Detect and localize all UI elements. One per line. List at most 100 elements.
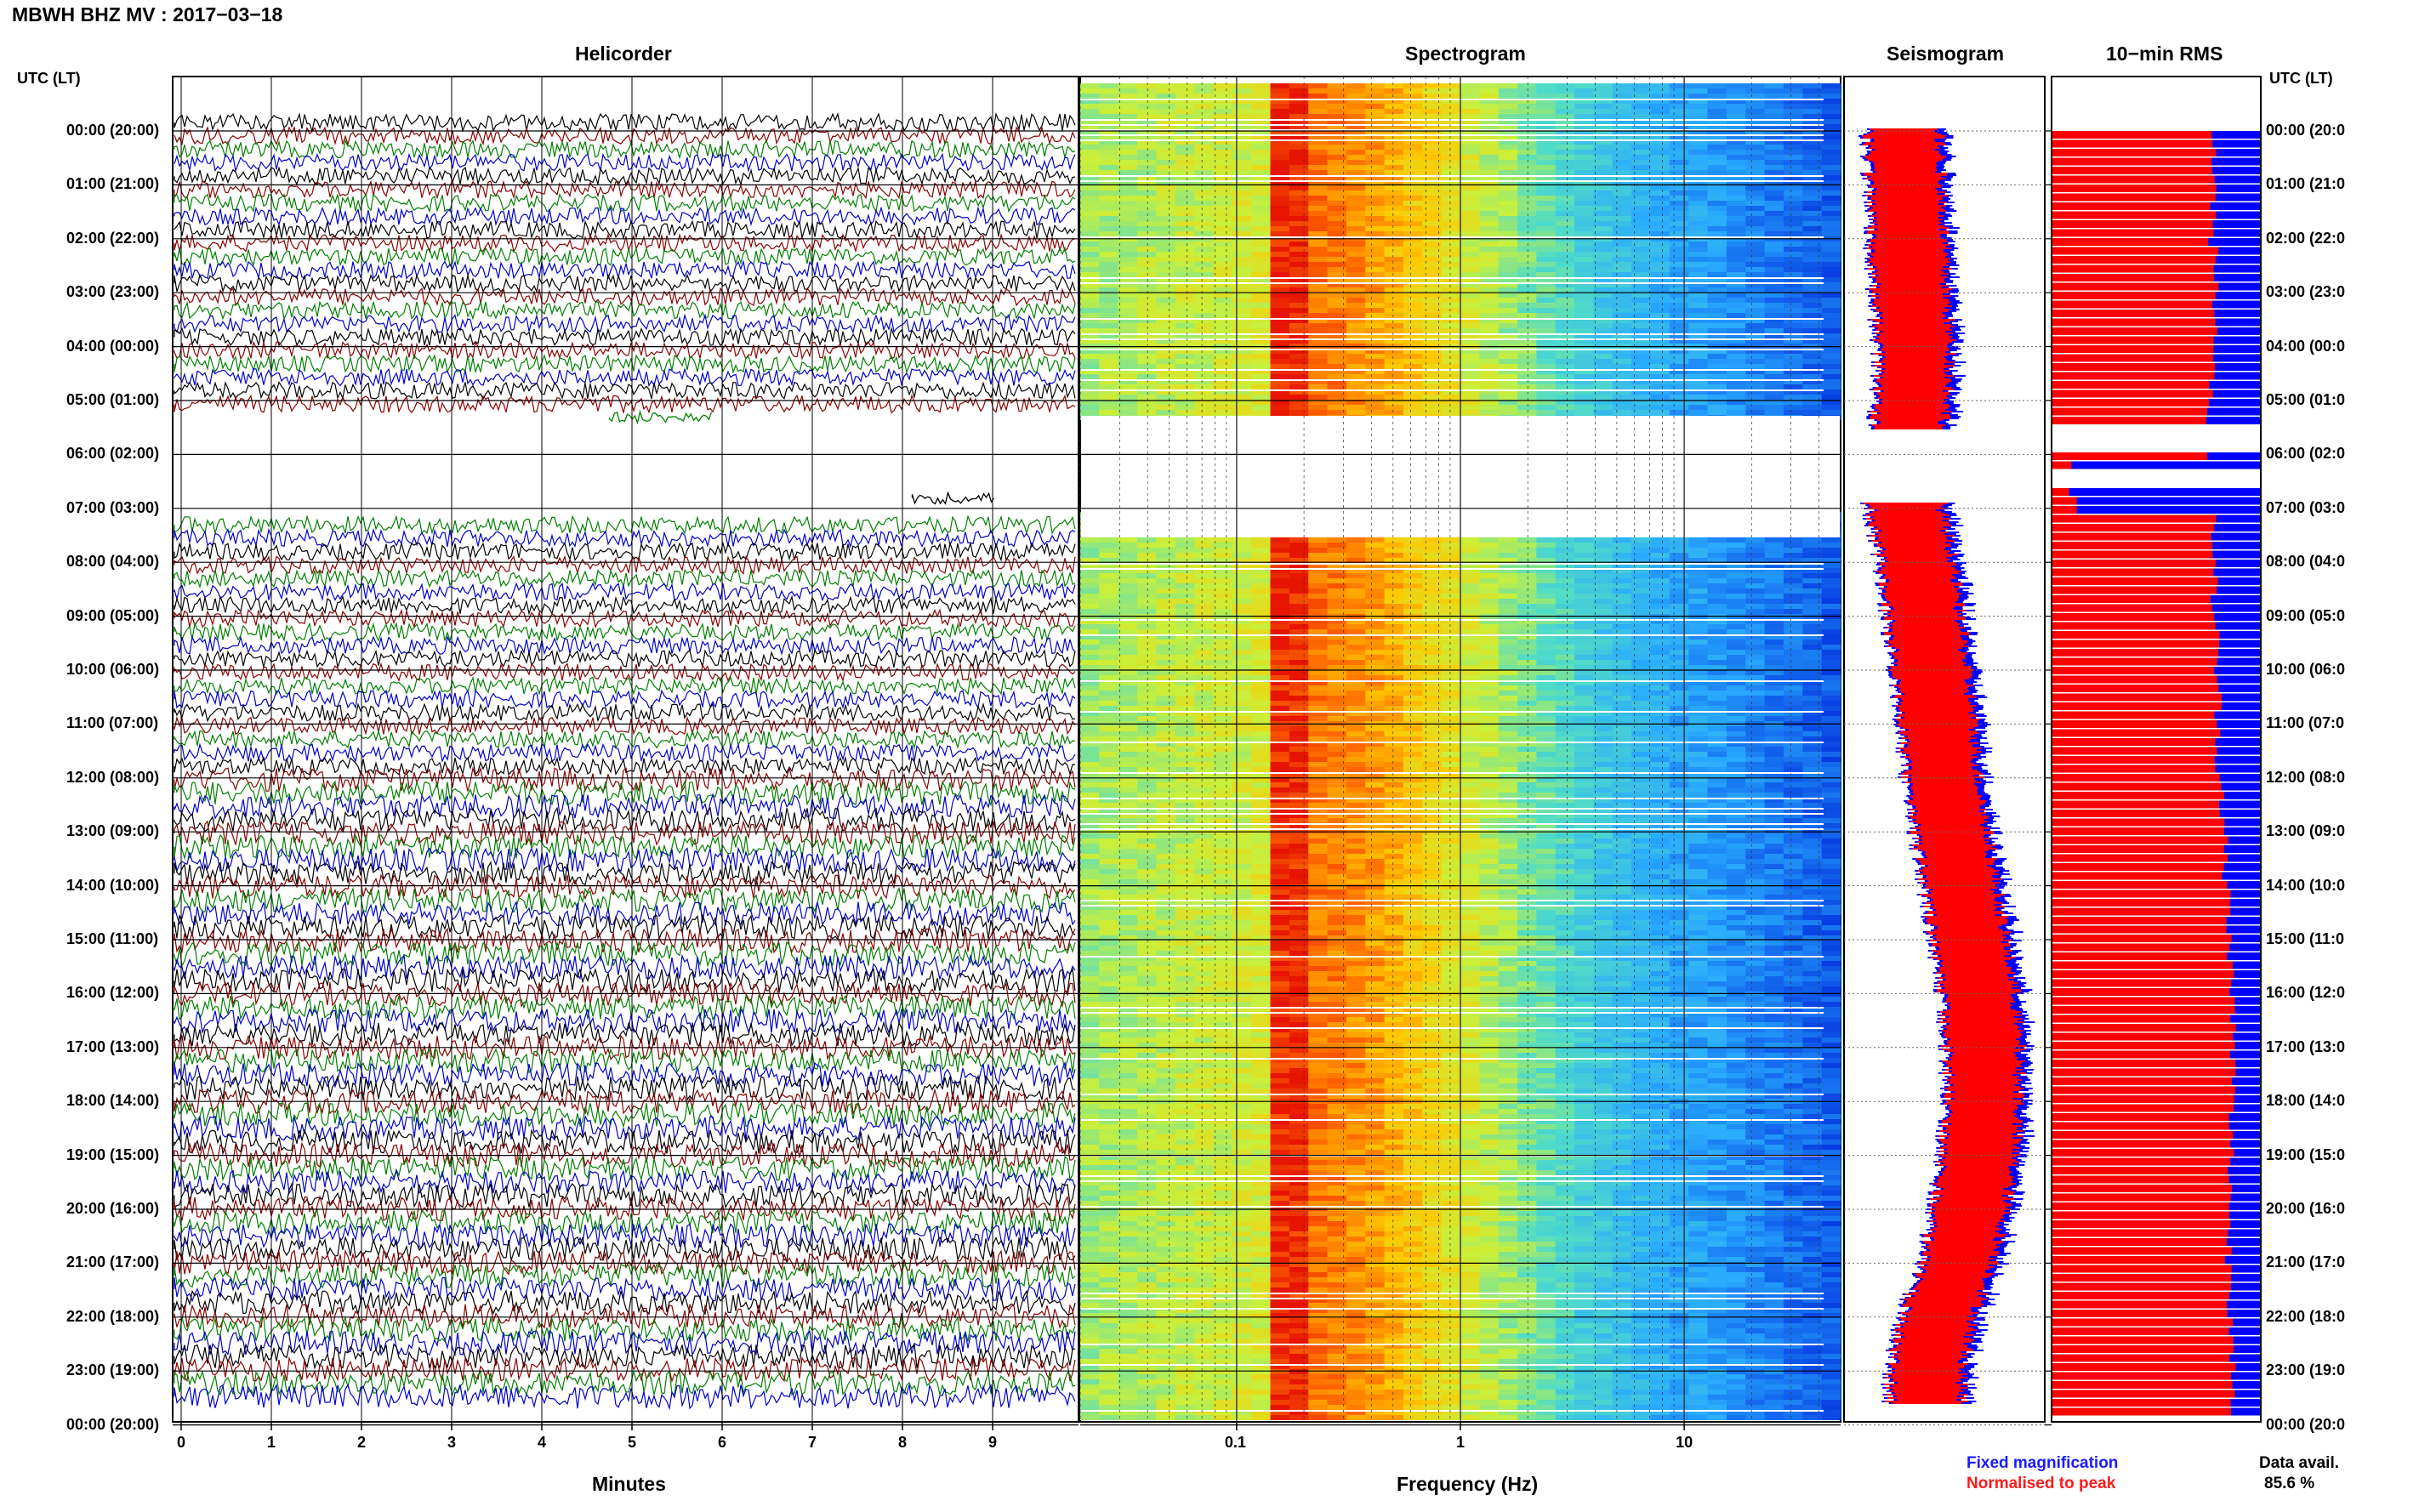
spectrogram-cell bbox=[1118, 400, 1138, 405]
spectrogram-cell bbox=[1213, 691, 1233, 696]
spectrogram-cell bbox=[1821, 262, 1841, 267]
spectrogram-cell bbox=[1764, 333, 1784, 338]
spectrogram-cell bbox=[1289, 639, 1309, 645]
spectrogram-cell bbox=[1308, 277, 1329, 282]
spectrogram-cell bbox=[1118, 231, 1138, 236]
spectrogram-cell bbox=[1783, 558, 1803, 563]
spectrogram-cell bbox=[1669, 369, 1689, 374]
spectrogram-cell bbox=[1232, 257, 1252, 262]
spectrogram-cell bbox=[1593, 374, 1614, 379]
spectrogram-cell bbox=[1156, 665, 1176, 670]
spectrogram-cell bbox=[1137, 660, 1157, 665]
spectrogram-cell bbox=[1403, 262, 1423, 267]
spectrogram-cell bbox=[1137, 170, 1157, 175]
spectrogram-cell bbox=[1384, 588, 1404, 594]
spectrogram-cell bbox=[1783, 257, 1803, 262]
spectrogram-cell bbox=[1099, 323, 1119, 328]
spectrogram-cell bbox=[1156, 170, 1176, 175]
spectrogram-cell bbox=[1555, 175, 1575, 180]
spectrogram-cell bbox=[1327, 537, 1347, 543]
spectrogram-cell bbox=[1593, 231, 1614, 236]
spectrogram-cell bbox=[1460, 282, 1480, 287]
spectrogram-cell bbox=[1802, 180, 1823, 185]
spectrogram-cell bbox=[1517, 298, 1537, 303]
spectrogram-cell bbox=[1251, 660, 1271, 665]
spectrogram-cell bbox=[1802, 405, 1823, 410]
spectrogram-cell bbox=[1251, 594, 1271, 599]
spectrogram-cell bbox=[1612, 333, 1632, 338]
spectrogram-cell bbox=[1365, 726, 1386, 731]
spectrogram-cell bbox=[1422, 389, 1443, 395]
spectrogram-cell bbox=[1650, 201, 1671, 206]
spectrogram-cell bbox=[1631, 323, 1651, 328]
spectrogram-cell bbox=[1631, 226, 1651, 231]
spectrogram-cell bbox=[1574, 139, 1594, 145]
spectrogram-cell bbox=[1536, 670, 1557, 675]
spectrogram-cell bbox=[1346, 150, 1366, 155]
spectrogram-cell bbox=[1289, 701, 1309, 706]
spectrogram-cell bbox=[1365, 384, 1386, 389]
spectrogram-cell bbox=[1403, 318, 1423, 323]
spectrogram-cell bbox=[1536, 701, 1557, 706]
spectrogram-cell bbox=[1631, 201, 1651, 206]
spectrogram-cell bbox=[1612, 747, 1632, 752]
right-time-label: 11:00 (07:0 bbox=[2266, 714, 2345, 732]
spectrogram-cell bbox=[1365, 221, 1386, 226]
spectrogram-cell bbox=[1707, 104, 1727, 109]
spectrogram-cell bbox=[1707, 696, 1727, 701]
spectrogram-cell bbox=[1251, 257, 1271, 262]
spectrogram-cell bbox=[1194, 242, 1214, 247]
spectrogram-cell bbox=[1764, 206, 1784, 211]
spectrogram-cell bbox=[1498, 767, 1518, 772]
spectrogram-cell bbox=[1593, 211, 1614, 216]
spectrogram-cell bbox=[1821, 160, 1841, 165]
spectrogram-cell bbox=[1650, 752, 1671, 757]
spectrogram-cell bbox=[1555, 588, 1575, 594]
spectrogram-cell bbox=[1574, 696, 1594, 701]
spectrogram-cell bbox=[1175, 277, 1195, 282]
spectrogram-cell bbox=[1460, 354, 1480, 359]
spectrogram-cell bbox=[1764, 782, 1784, 787]
spectrogram-cell bbox=[1498, 150, 1518, 155]
spectrogram-cell bbox=[1270, 134, 1290, 139]
spectrogram-cell bbox=[1251, 328, 1271, 333]
spectrogram-cell bbox=[1080, 782, 1100, 787]
spectrogram-cell bbox=[1764, 558, 1784, 563]
spectrogram-cell bbox=[1460, 736, 1480, 742]
spectrogram-cell bbox=[1764, 83, 1784, 88]
spectrogram-cell bbox=[1669, 165, 1689, 170]
spectrogram-cell bbox=[1213, 563, 1233, 568]
spectrogram-cell bbox=[1289, 583, 1309, 588]
spectrogram-cell bbox=[1745, 787, 1766, 793]
spectrogram-cell bbox=[1194, 139, 1214, 145]
spectrogram-cell bbox=[1555, 731, 1575, 736]
spectrogram-cell bbox=[1707, 369, 1727, 374]
spectrogram-cell bbox=[1745, 150, 1766, 155]
spectrogram-cell bbox=[1346, 313, 1366, 318]
spectrogram-cell bbox=[1384, 175, 1404, 180]
spectrogram-cell bbox=[1289, 282, 1309, 287]
spectrogram-cell bbox=[1175, 384, 1195, 389]
spectrogram-cell bbox=[1327, 604, 1347, 609]
spectrogram-cell bbox=[1118, 354, 1138, 359]
spectrogram-cell bbox=[1137, 262, 1157, 267]
spectrogram-cell bbox=[1156, 252, 1176, 257]
spectrogram-cell bbox=[1365, 109, 1386, 114]
spectrogram-cell bbox=[1099, 563, 1119, 568]
spectrogram-cell bbox=[1574, 318, 1594, 323]
spectrogram-cell bbox=[1555, 537, 1575, 543]
spectrogram-cell bbox=[1080, 405, 1100, 410]
spectrogram-cell bbox=[1555, 701, 1575, 706]
spectrogram-cell bbox=[1631, 150, 1651, 155]
spectrogram-cell bbox=[1441, 303, 1461, 308]
spectrogram-cell bbox=[1099, 548, 1119, 553]
spectrogram-cell bbox=[1688, 639, 1709, 645]
spectrogram-cell bbox=[1536, 696, 1557, 701]
spectrogram-cell bbox=[1460, 293, 1480, 298]
spectrogram-cell bbox=[1574, 216, 1594, 221]
spectrogram-cell bbox=[1631, 83, 1651, 88]
spectrogram-cell bbox=[1403, 660, 1423, 665]
spectrogram-cell bbox=[1099, 369, 1119, 374]
spectrogram-cell bbox=[1612, 109, 1632, 114]
spectrogram-cell bbox=[1422, 231, 1443, 236]
